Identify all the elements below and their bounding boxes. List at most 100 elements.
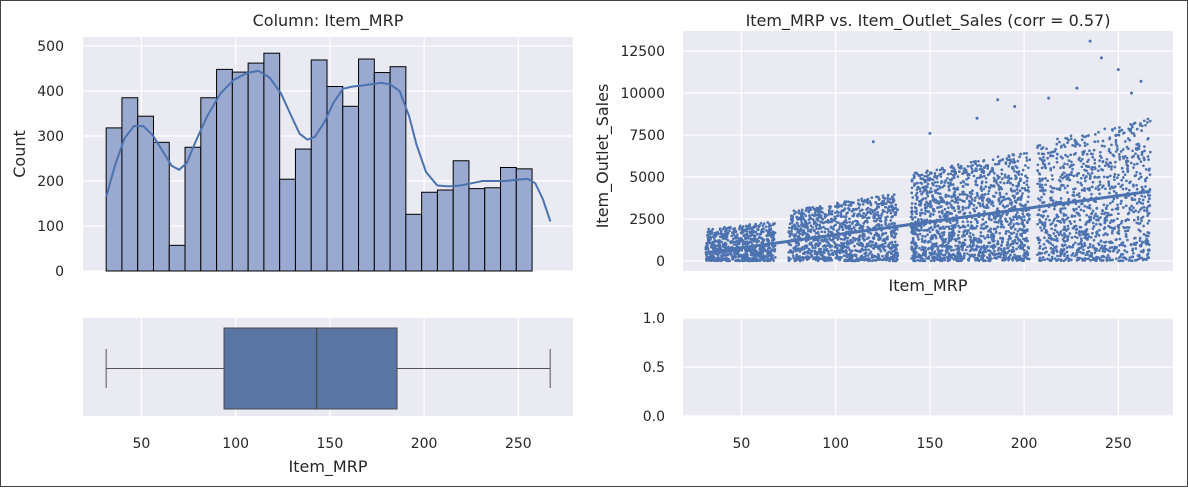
scatter-point (1061, 176, 1065, 180)
scatter-point (828, 212, 832, 216)
scatter-point (962, 254, 966, 258)
scatter-point (914, 202, 917, 206)
scatter-point (759, 247, 762, 250)
scatter-point (1009, 198, 1012, 202)
scatter-point (1085, 165, 1089, 168)
scatter-point (1073, 144, 1077, 148)
scatter-point (959, 164, 963, 168)
scatter-point (1081, 245, 1085, 248)
scatter-point (944, 193, 948, 197)
scatter-point (955, 219, 959, 222)
scatter-point (811, 225, 814, 229)
scatter-point (805, 258, 809, 262)
scatter-point (982, 250, 985, 254)
scatter-point (940, 226, 944, 230)
scatter-point (1012, 223, 1016, 226)
scatter-point (1104, 211, 1107, 215)
scatter-point (751, 238, 755, 241)
scatter-point (966, 164, 970, 168)
scatter-point (837, 202, 840, 206)
scatter-point (970, 192, 974, 196)
scatter-point (1002, 181, 1006, 185)
scatter-point (714, 252, 717, 256)
scatter-point (1056, 137, 1059, 141)
scatter-point (937, 254, 941, 257)
scatter-point (1096, 169, 1100, 173)
scatter-point (850, 227, 853, 231)
scatter-point (1132, 122, 1136, 125)
scatter-point (1074, 141, 1078, 145)
scatter-point (1025, 156, 1028, 159)
scatter-point (877, 257, 880, 261)
scatter-point (1114, 142, 1118, 146)
scatter-point (1003, 246, 1006, 250)
scatter-point (1027, 214, 1031, 217)
scatter-point (893, 252, 897, 255)
scatter-point (1063, 186, 1067, 190)
scatter-point (975, 164, 979, 167)
scatter-point (834, 236, 838, 240)
scatter-point (1015, 184, 1018, 188)
empty-x-tick-label: 50 (733, 436, 751, 452)
scatter-point (1093, 158, 1097, 162)
scatter-point (961, 205, 965, 209)
scatter-point (843, 245, 846, 249)
scatter-point (1017, 183, 1021, 186)
scatter-point (1146, 234, 1150, 238)
scatter-point (823, 244, 827, 247)
scatter-point (946, 172, 950, 176)
scatter-point (996, 248, 1000, 252)
scatter-point (1137, 257, 1141, 261)
scatter-point (1082, 248, 1085, 252)
scatter-point (1040, 195, 1043, 199)
scatter-point (870, 256, 874, 259)
scatter-point (1064, 234, 1067, 237)
scatter-point (770, 255, 773, 259)
scatter-title: Item_MRP vs. Item_Outlet_Sales (corr = 0… (746, 11, 1111, 31)
scatter-point (933, 189, 937, 192)
histogram-bar (326, 86, 344, 272)
scatter-point (962, 190, 965, 194)
scatter-point (1066, 162, 1069, 166)
scatter-point (1040, 251, 1044, 255)
scatter-point (819, 221, 823, 224)
scatter-point (1134, 247, 1138, 250)
scatter-point (801, 256, 805, 259)
scatter-point (867, 236, 871, 239)
scatter-point (1017, 196, 1021, 200)
scatter-point (801, 231, 804, 235)
scatter-point (1046, 179, 1049, 183)
scatter-point (736, 259, 739, 262)
scatter-point (839, 204, 843, 207)
scatter-point (1064, 213, 1068, 217)
scatter-point (844, 200, 848, 203)
scatter-point (1080, 157, 1084, 161)
scatter-point (797, 256, 801, 259)
scatter-point (962, 233, 965, 236)
scatter-point (1097, 249, 1101, 252)
scatter-point (1140, 129, 1143, 132)
scatter-point (1012, 218, 1015, 221)
scatter-point (1076, 180, 1080, 184)
scatter-point (911, 196, 915, 199)
scatter-point (801, 252, 805, 255)
scatter-point (1002, 195, 1006, 199)
histogram-bar (137, 115, 154, 272)
scatter-point (1058, 140, 1061, 144)
scatter-point (888, 197, 892, 201)
scatter-point (1024, 203, 1027, 207)
scatter-point (979, 185, 983, 189)
scatter-point (858, 209, 862, 213)
scatter-point (847, 246, 850, 249)
scatter-point (1146, 117, 1150, 121)
scatter-point (1103, 226, 1107, 229)
scatter-point (935, 176, 939, 180)
scatter-point (865, 198, 869, 202)
scatter-point (869, 212, 873, 215)
scatter-point (892, 253, 895, 257)
scatter-point (1110, 231, 1114, 235)
scatter-point (970, 167, 974, 171)
scatter-point (929, 259, 933, 263)
scatter-point (1106, 249, 1110, 252)
scatter-point (717, 259, 720, 262)
